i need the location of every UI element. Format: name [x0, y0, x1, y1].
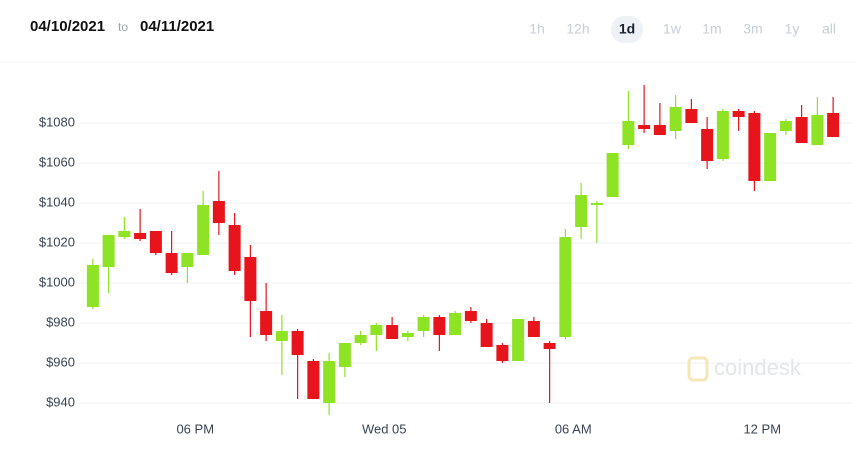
candle-body [275, 331, 288, 341]
candle-body [527, 321, 540, 337]
candle-body [134, 233, 147, 239]
candle-body [653, 125, 666, 135]
date-to[interactable]: 04/11/2021 [140, 18, 214, 35]
candle-body [496, 345, 509, 361]
candle-body [260, 311, 273, 335]
x-tick-label: 06 PM [176, 421, 214, 436]
range-button[interactable]: 1m [702, 21, 721, 37]
candle-body [165, 253, 178, 273]
range-button[interactable]: 1h [529, 21, 545, 37]
candle-body [370, 325, 383, 335]
candle-body [118, 231, 131, 237]
y-tick-label: $1020 [39, 234, 75, 249]
candle-body [386, 325, 399, 339]
candle-body [764, 133, 777, 181]
candle-body [244, 257, 257, 301]
range-button[interactable]: 1y [785, 21, 800, 37]
y-tick-label: $960 [46, 354, 75, 369]
range-selected-bg [611, 16, 643, 43]
candle-body [748, 113, 761, 181]
x-tick-label: 06 AM [555, 421, 592, 436]
candle-body [464, 311, 477, 321]
candle-body [291, 331, 304, 355]
candle-body [449, 313, 462, 335]
range-button[interactable]: 3m [743, 21, 762, 37]
candle-body [228, 225, 241, 271]
candle-body [212, 201, 225, 223]
candle-body [685, 109, 698, 123]
candle-body [575, 195, 588, 227]
candle-body [779, 121, 792, 131]
date-separator: to [118, 20, 128, 34]
y-tick-label: $1040 [39, 194, 75, 209]
watermark-icon [687, 356, 709, 382]
candle-body [181, 253, 194, 267]
range-button[interactable]: 1d [619, 21, 635, 37]
candle-body [732, 111, 745, 117]
candle-body [197, 205, 210, 255]
candle-body [323, 361, 336, 403]
candle-body [669, 107, 682, 131]
candle-body [417, 317, 430, 331]
candle-body [149, 231, 162, 253]
candle-body [716, 111, 729, 159]
range-button[interactable]: 1w [663, 21, 682, 37]
candle-body [590, 203, 603, 205]
candle-body [401, 333, 414, 337]
candle-body [480, 323, 493, 347]
candle-body [512, 319, 525, 361]
y-tick-label: $1080 [39, 114, 75, 129]
candle-body [622, 121, 635, 145]
candle-body [811, 115, 824, 145]
candle-body [102, 235, 115, 267]
y-tick-label: $980 [46, 314, 75, 329]
x-tick-label: Wed 05 [362, 421, 407, 436]
candle-body [795, 117, 808, 143]
candle-body [338, 343, 351, 367]
candle-body [307, 361, 320, 399]
candle-body [354, 335, 367, 343]
candle-body [433, 317, 446, 335]
watermark: coindesk [687, 355, 802, 382]
candle-body [559, 237, 572, 337]
candle-body [543, 343, 556, 349]
range-button[interactable]: all [822, 21, 836, 37]
candle-body [86, 265, 99, 307]
candle-body [827, 113, 840, 137]
candle-body [701, 129, 714, 161]
range-button[interactable]: 12h [566, 21, 589, 37]
watermark-text: coindesk [714, 355, 802, 380]
y-tick-label: $940 [46, 394, 75, 409]
date-from[interactable]: 04/10/2021 [30, 18, 105, 35]
x-tick-label: 12 PM [743, 421, 781, 436]
y-tick-label: $1060 [39, 154, 75, 169]
candle-body [638, 125, 651, 129]
y-tick-label: $1000 [39, 274, 75, 289]
candle-body [606, 153, 619, 197]
